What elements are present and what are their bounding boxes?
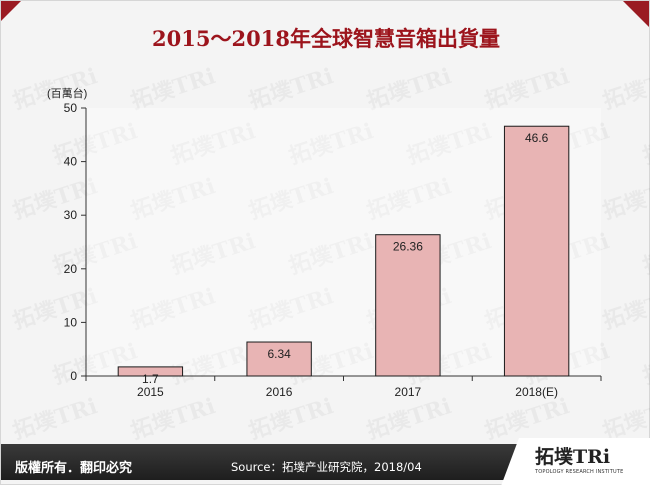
data-label: 6.34 <box>267 347 291 361</box>
y-tick-label: 20 <box>64 262 78 276</box>
copyright-text: 版權所有．翻印必究 <box>15 461 133 476</box>
source-text: Source：拓墣产业研究院，2018/04 <box>231 460 422 474</box>
x-tick-label: 2015 <box>137 385 164 399</box>
bar <box>117 366 184 377</box>
x-tick-label: 2018(E) <box>515 385 558 399</box>
logo-sub-text: TOPOLOGY RESEARCH INSTITUTE <box>535 469 624 475</box>
footer-dark-band: 版權所有．翻印必究 Source：拓墣产业研究院，2018/04 <box>1 444 521 480</box>
x-tick-label: 2016 <box>266 385 293 399</box>
footer-logo-panel <box>501 438 650 486</box>
page-title: 2015～2018年全球智慧音箱出貨量 <box>152 26 500 51</box>
corner-accent-left <box>1 1 21 21</box>
tri-logo: 拓墣TRi TOPOLOGY RESEARCH INSTITUTE <box>535 444 645 480</box>
data-label: 1.7 <box>142 372 159 386</box>
x-tick-label: 2017 <box>395 385 422 399</box>
logo-main-text: 拓墣TRi <box>535 446 611 468</box>
y-tick-label: 0 <box>70 369 77 383</box>
corner-accent-right <box>623 1 649 27</box>
y-tick-label: 50 <box>64 101 78 115</box>
bar <box>375 234 441 377</box>
data-label: 46.6 <box>525 131 549 145</box>
y-tick-label: 30 <box>64 208 78 222</box>
data-label: 26.36 <box>393 240 423 254</box>
chart-bars <box>117 125 570 377</box>
y-tick-label: 40 <box>64 155 78 169</box>
y-unit-label: (百萬台) <box>47 86 87 100</box>
y-tick-label: 10 <box>64 315 78 329</box>
bar <box>503 125 570 377</box>
footer-bar: 版權所有．翻印必究 Source：拓墣产业研究院，2018/04 拓墣TRi T… <box>1 438 650 486</box>
bar <box>246 341 312 377</box>
